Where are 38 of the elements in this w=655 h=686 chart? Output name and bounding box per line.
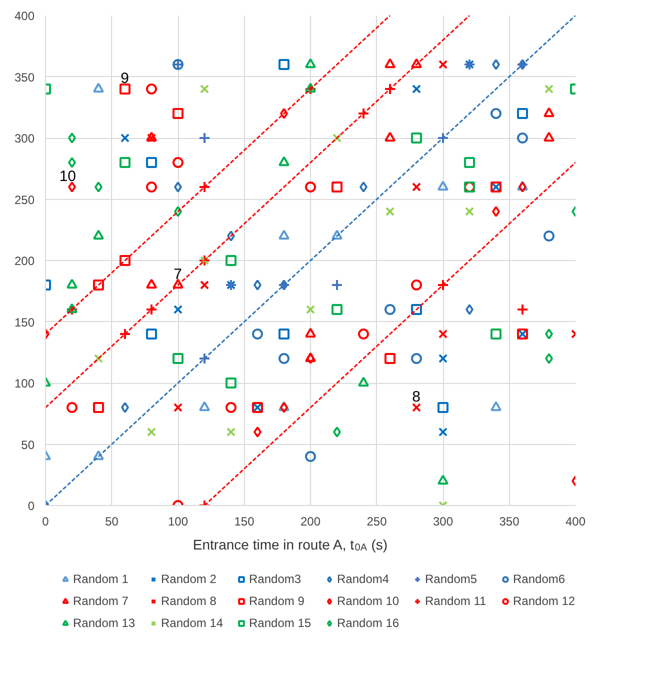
y-tick-label: 150	[14, 315, 35, 330]
legend-label: Random 1	[73, 572, 130, 586]
y-tick-label: 0	[28, 499, 35, 513]
y-tick-label: 250	[14, 192, 35, 207]
x-tick-label: 350	[499, 514, 520, 528]
y-tick-label: 50	[21, 438, 35, 452]
legend-label: Random 15	[249, 616, 312, 630]
y-tick-label: 400	[14, 9, 35, 23]
x-tick-label: 0	[42, 514, 50, 528]
legend-label: Random 16	[337, 616, 400, 630]
y-tick-label: 300	[14, 132, 35, 146]
x-tick-label: 200	[300, 514, 321, 528]
legend-label: Random 8	[161, 594, 218, 608]
x-tick-label: 300	[432, 514, 454, 528]
x-tick-label: 100	[168, 514, 188, 528]
y-tick-label: 200	[14, 254, 35, 268]
legend-label: Random3	[249, 572, 302, 586]
x-tick-label: 50	[105, 514, 119, 528]
legend-label: Random 9	[249, 594, 306, 608]
x-tick-label: 150	[234, 514, 255, 528]
y-tick-label: 350	[14, 70, 35, 84]
y-tick-label: 100	[14, 376, 35, 390]
x-tick-label: 250	[366, 514, 388, 528]
legend-label: Random 10	[337, 594, 400, 608]
annotation: 10	[59, 168, 76, 185]
x-tick-label: 400	[565, 514, 586, 528]
legend-label: Random 13	[73, 616, 136, 630]
legend-label: Random 7	[73, 594, 130, 608]
legend-label: Random 2	[161, 572, 218, 586]
annotation: 8	[412, 388, 420, 406]
legend-label: Random 14	[161, 616, 224, 630]
annotation: 7	[174, 266, 182, 283]
legend-label: Random 11	[425, 594, 488, 608]
legend-label: Random4	[337, 572, 390, 586]
legend-label: Random6	[513, 572, 566, 586]
legend-label: Random 12	[513, 594, 576, 608]
legend-label: Random5	[425, 572, 478, 586]
annotation: 9	[120, 70, 129, 87]
